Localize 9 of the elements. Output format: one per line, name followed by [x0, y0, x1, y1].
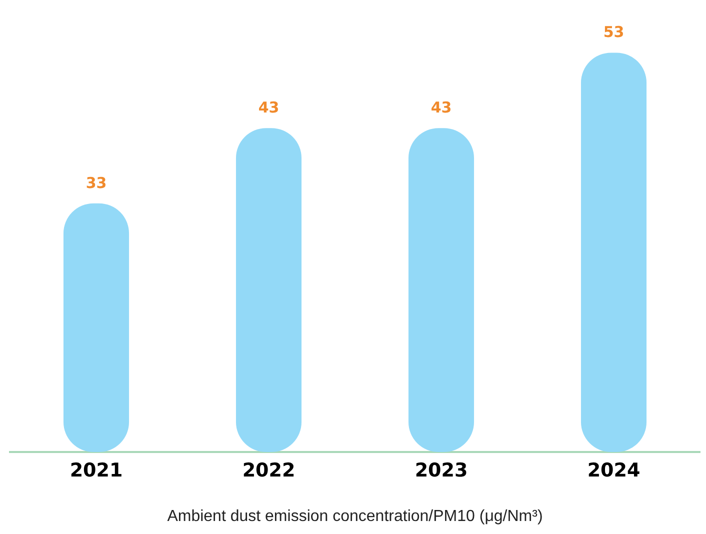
x-tick-label: 2022 — [242, 459, 296, 482]
x-tick-label: 2023 — [414, 459, 468, 482]
data-label: 53 — [603, 23, 624, 42]
data-label: 43 — [430, 98, 452, 116]
x-axis-title: Ambient dust emission concentration/PM10 (μg/Nm³) — [167, 508, 543, 525]
x-tick-label: 2024 — [587, 459, 640, 482]
x-tick-label: 2021 — [70, 459, 123, 482]
data-label: 43 — [258, 98, 280, 116]
data-label: 33 — [86, 174, 107, 192]
